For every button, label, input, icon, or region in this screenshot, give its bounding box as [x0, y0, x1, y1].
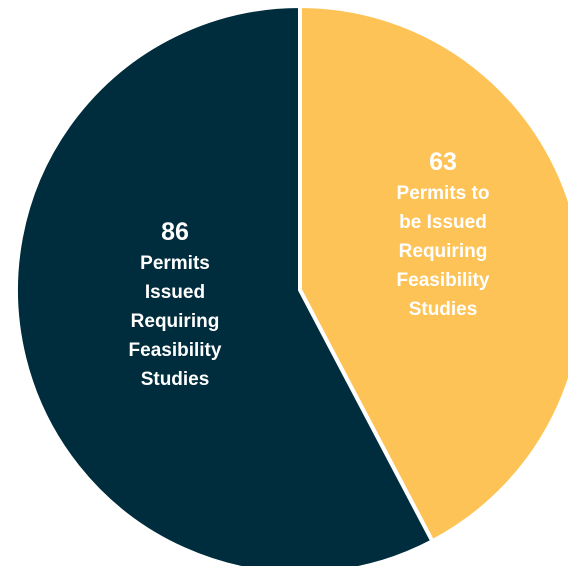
slice-label-line-0-2: Requiring	[399, 241, 488, 262]
pie-slice-0	[298, 4, 568, 544]
slice-label-line-0-0: Permits to	[397, 183, 490, 204]
slice-value-1: 86	[161, 218, 189, 246]
slice-label-0: 63 Permits to be Issued Requiring Feasibilit…	[397, 148, 490, 320]
slice-label-line-0-1: be Issued	[399, 212, 487, 233]
slice-label-line-1-0: Permits	[140, 253, 210, 274]
slice-label-line-1-4: Studies	[141, 369, 210, 390]
slice-label-1: 86 Permits Issued Requiring Feasibility Studi…	[129, 218, 222, 390]
slice-label-line-0-4: Studies	[409, 299, 478, 320]
slice-label-line-1-1: Issued	[145, 282, 205, 303]
slice-label-line-1-2: Requiring	[131, 311, 220, 332]
pie-slice-1	[14, 4, 435, 566]
pie-slices	[14, 4, 568, 566]
pie-labels: 63 Permits to be Issued Requiring Feasibilit…	[129, 148, 490, 390]
slice-label-line-1-3: Feasibility	[129, 340, 222, 361]
slice-label-line-0-3: Feasibility	[397, 270, 490, 291]
slice-value-0: 63	[429, 148, 457, 176]
